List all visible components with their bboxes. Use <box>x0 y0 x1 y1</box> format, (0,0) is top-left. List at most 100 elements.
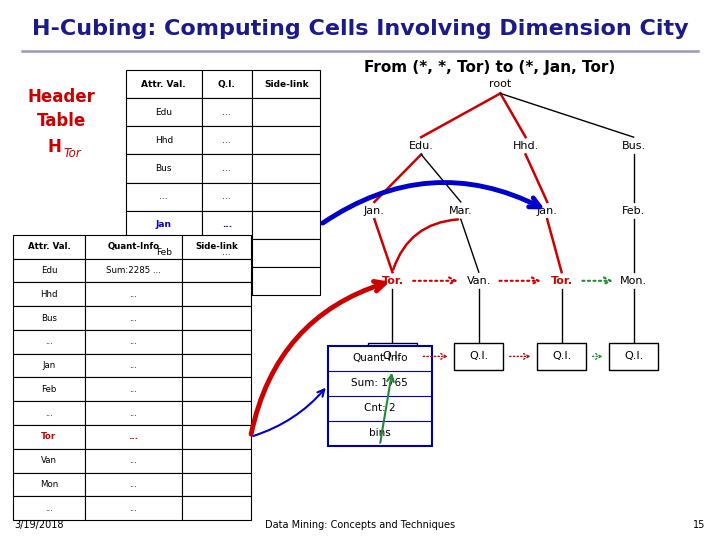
Text: ...: ... <box>130 385 138 394</box>
Bar <box>13 496 85 520</box>
Bar <box>85 235 182 259</box>
Text: ...: ... <box>130 314 138 322</box>
Text: ...: ... <box>160 276 168 285</box>
Text: Side-link: Side-link <box>195 242 238 251</box>
Text: ...: ... <box>130 361 138 370</box>
Text: ...: ... <box>222 136 231 145</box>
Bar <box>252 211 320 239</box>
Bar <box>13 235 85 259</box>
Bar <box>252 267 320 295</box>
Text: Data Mining: Concepts and Techniques: Data Mining: Concepts and Techniques <box>265 520 455 530</box>
Bar <box>202 70 252 98</box>
Bar <box>202 239 252 267</box>
Text: From (*, *, Tor) to (*, Jan, Tor): From (*, *, Tor) to (*, Jan, Tor) <box>364 60 615 75</box>
Text: Feb.: Feb. <box>622 206 645 215</box>
Bar <box>126 239 202 267</box>
Bar <box>202 267 252 295</box>
Text: ...: ... <box>222 220 232 229</box>
Bar <box>126 183 202 211</box>
Bar <box>13 449 85 472</box>
Bar <box>13 401 85 425</box>
Text: ...: ... <box>130 456 138 465</box>
Text: Jan.: Jan. <box>364 206 384 215</box>
Text: Attr. Val.: Attr. Val. <box>142 80 186 89</box>
Bar <box>13 472 85 496</box>
Text: Edu: Edu <box>41 266 57 275</box>
Text: Hhd.: Hhd. <box>513 141 539 151</box>
Bar <box>13 306 85 330</box>
Text: Jan: Jan <box>42 361 55 370</box>
Bar <box>126 211 202 239</box>
Text: Bus.: Bus. <box>621 141 646 151</box>
Text: ...: ... <box>130 480 138 489</box>
Bar <box>182 235 251 259</box>
Bar <box>454 343 503 370</box>
Bar <box>252 70 320 98</box>
Bar <box>182 354 251 377</box>
Text: Q.I.: Q.I. <box>469 352 488 361</box>
Text: Edu: Edu <box>156 108 172 117</box>
Text: Tor: Tor <box>41 433 57 441</box>
Bar <box>126 98 202 126</box>
Text: ...: ... <box>45 409 53 417</box>
Text: Mar.: Mar. <box>449 206 472 215</box>
Text: ...: ... <box>160 192 168 201</box>
Text: Q.I.: Q.I. <box>218 80 235 89</box>
Bar <box>85 259 182 282</box>
Text: Edu.: Edu. <box>409 141 433 151</box>
Text: Tor.: Tor. <box>382 276 403 286</box>
Text: Feb: Feb <box>156 248 172 257</box>
Bar <box>252 98 320 126</box>
Text: Tor: Tor <box>64 147 81 160</box>
Text: root: root <box>490 79 511 89</box>
Bar <box>85 425 182 449</box>
Text: H-Cubing: Computing Cells Involving Dimension City: H-Cubing: Computing Cells Involving Dime… <box>32 19 688 39</box>
Text: Mon.: Mon. <box>620 276 647 286</box>
Bar <box>252 154 320 183</box>
Text: Mon: Mon <box>40 480 58 489</box>
Bar <box>252 126 320 154</box>
Text: ...: ... <box>128 433 139 441</box>
Text: ...: ... <box>222 164 231 173</box>
Text: Table: Table <box>37 112 86 131</box>
Text: ...: ... <box>45 338 53 346</box>
Text: 3/19/2018: 3/19/2018 <box>14 520 64 530</box>
Text: Tor.: Tor. <box>551 276 572 286</box>
Bar <box>13 330 85 354</box>
Text: Feb: Feb <box>41 385 57 394</box>
Text: Side-link: Side-link <box>264 80 308 89</box>
Text: Van: Van <box>41 456 57 465</box>
Bar <box>182 306 251 330</box>
Bar <box>13 282 85 306</box>
Bar <box>252 239 320 267</box>
Bar <box>202 154 252 183</box>
Text: Hhd: Hhd <box>155 136 173 145</box>
Bar <box>182 472 251 496</box>
Text: Cnt: 2: Cnt: 2 <box>364 403 395 413</box>
Text: Q.I.: Q.I. <box>383 352 402 361</box>
Text: ...: ... <box>130 338 138 346</box>
Bar <box>85 449 182 472</box>
Bar <box>368 343 417 370</box>
Bar <box>252 183 320 211</box>
Text: Header: Header <box>27 88 95 106</box>
Bar <box>182 401 251 425</box>
Bar <box>85 330 182 354</box>
Text: Bus: Bus <box>156 164 172 173</box>
Bar <box>609 343 658 370</box>
Bar <box>202 98 252 126</box>
Bar <box>85 282 182 306</box>
Text: Quant-Info: Quant-Info <box>107 242 160 251</box>
Bar <box>85 472 182 496</box>
Text: Van.: Van. <box>467 276 491 286</box>
Text: Jan.: Jan. <box>537 206 557 215</box>
Text: ...: ... <box>222 192 231 201</box>
Text: Hhd: Hhd <box>40 290 58 299</box>
Text: ...: ... <box>222 276 231 285</box>
Bar <box>182 377 251 401</box>
Bar <box>85 377 182 401</box>
Bar <box>126 267 202 295</box>
Bar <box>328 346 432 446</box>
Text: ...: ... <box>45 504 53 512</box>
Text: bins: bins <box>369 428 391 438</box>
